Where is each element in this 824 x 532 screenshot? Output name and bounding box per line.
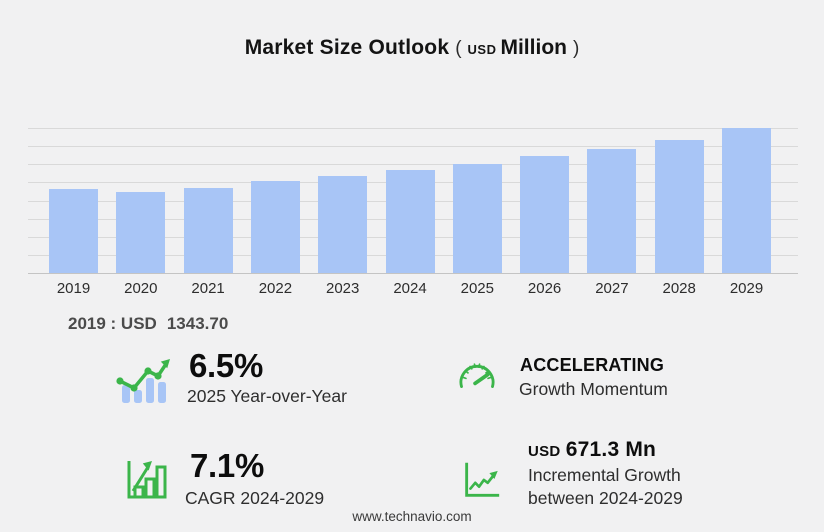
- title-open-paren: (: [455, 38, 462, 59]
- bar-2019: [49, 188, 98, 273]
- website-link[interactable]: www.technavio.com: [352, 509, 472, 524]
- incremental-currency: USD: [528, 443, 561, 460]
- bar-2024: [385, 170, 435, 273]
- year-label-2029: 2029: [729, 280, 764, 297]
- bar-2026: [520, 156, 570, 273]
- bar-chart-growth-icon: [127, 461, 167, 499]
- base-year-annotation: 2019 : USD 1343.70: [68, 314, 228, 334]
- incremental-label: Incremental Growth between 2024-2029: [528, 464, 683, 510]
- title-unit: Million: [500, 36, 567, 59]
- momentum-value: ACCELERATING: [520, 355, 665, 375]
- line-chart-up-icon: [465, 462, 500, 497]
- year-label-2025: 2025: [460, 280, 494, 297]
- year-label-2020: 2020: [124, 280, 158, 297]
- bar-2021: [183, 187, 233, 273]
- base-year-value: 1343.70: [166, 314, 229, 333]
- x-axis-line: [28, 273, 798, 274]
- year-label-2023: 2023: [326, 280, 360, 297]
- gridline: [28, 164, 798, 166]
- title-currency: USD: [467, 42, 497, 57]
- title-main: Market Size Outlook: [244, 36, 450, 59]
- bars-trend-arrow-icon: [116, 359, 170, 403]
- page-title: Market Size Outlook ( USD Million ): [0, 36, 824, 60]
- yoy-label: 2025 Year-over-Year: [187, 386, 347, 406]
- year-label-2024: 2024: [393, 280, 427, 297]
- incremental-value: USD 671.3 Mn: [528, 438, 656, 462]
- yoy-value: 6.5%: [189, 347, 264, 384]
- bar-2023: [318, 176, 368, 273]
- year-label-2022: 2022: [258, 280, 293, 297]
- gridline: [28, 146, 798, 148]
- momentum-label: Growth Momentum: [519, 379, 668, 399]
- bar-2027: [587, 149, 637, 273]
- year-label-2019: 2019: [56, 280, 91, 297]
- gridline: [28, 128, 798, 129]
- bar-2020: [116, 192, 166, 273]
- year-label-2026: 2026: [527, 280, 562, 297]
- incremental-label-line1: Incremental Growth: [528, 465, 681, 485]
- title-close-paren: ): [572, 38, 580, 59]
- year-label-2028: 2028: [662, 280, 696, 297]
- bar-2025: [452, 163, 502, 273]
- bar-2029: [722, 128, 771, 273]
- year-label-2027: 2027: [595, 280, 629, 297]
- bar-2022: [250, 181, 300, 273]
- year-label-2021: 2021: [191, 280, 225, 297]
- footer: www.technavio.com: [0, 509, 824, 524]
- incremental-amount: 671.3 Mn: [565, 438, 657, 461]
- cagr-label: CAGR 2024-2029: [185, 488, 325, 508]
- speedometer-icon: [459, 363, 495, 389]
- market-size-bar-chart: 2019 2020 2021 2022 2023 2024 2025 2026 2027 2028…: [28, 128, 798, 297]
- incremental-label-line2: between 2024-2029: [528, 488, 683, 508]
- cagr-value: 7.1%: [190, 447, 265, 484]
- base-year-prefix: 2019 : USD: [68, 314, 157, 333]
- bar-2028: [654, 139, 704, 273]
